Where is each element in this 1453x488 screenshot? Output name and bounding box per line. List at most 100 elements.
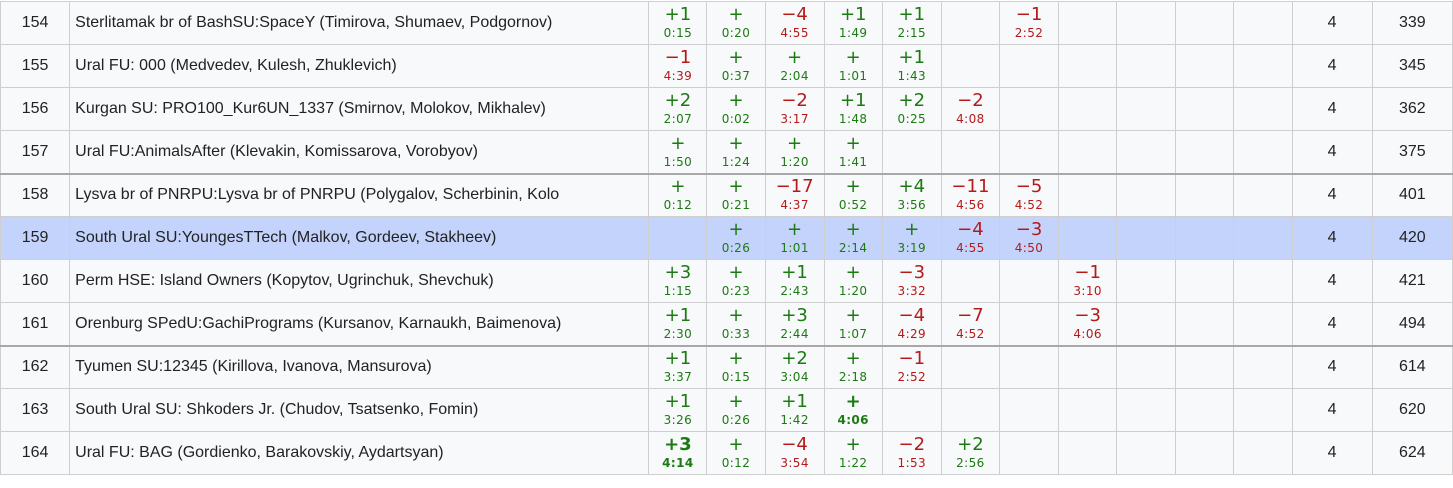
rank-cell: 160 [0, 259, 71, 303]
problem-cell [1116, 172, 1177, 217]
problem-cell: +2:18 [823, 344, 883, 389]
problem-cell: +1:01 [764, 216, 825, 260]
time-label: 1:24 [721, 154, 751, 169]
problem-cell: +1:01 [823, 44, 883, 88]
time-label: 4:55 [780, 26, 809, 40]
penalty-cell: 420 [1371, 216, 1453, 260]
problem-cell [1058, 87, 1118, 131]
attempts-label: −4 [781, 4, 808, 25]
problem-cell: −3 4:50 [998, 216, 1060, 260]
penalty-cell: 421 [1371, 259, 1453, 303]
attempts-label: +2 [898, 90, 926, 111]
attempts-label: +2 [957, 434, 984, 455]
problem-result-solved: +1 3:37 [649, 350, 706, 385]
team-name-cell: Ural FU: 000 (Medvedev, Kulesh, Zhuklevi… [69, 44, 650, 88]
rank-cell: 157 [0, 130, 71, 174]
problem-cell: +2 3:04 [764, 344, 825, 389]
problem-result-solved: +1 2:15 [883, 6, 941, 41]
problem-result-failed: −7 4:52 [942, 306, 999, 341]
problem-result-solved: +1:07 [825, 306, 882, 341]
attempts-label: + [728, 219, 744, 240]
time-label: 2:15 [897, 26, 927, 40]
team-name-cell: Perm HSE: Island Owners (Kopytov, Ugrinc… [69, 259, 650, 303]
time-label: 0:23 [721, 284, 751, 298]
problem-result-solved: +1 2:30 [649, 306, 706, 341]
problem-cell [998, 431, 1060, 475]
problem-cell: +0:26 [706, 216, 766, 260]
problem-cell: −11 4:56 [940, 172, 1000, 217]
rank-cell: 159 [0, 216, 71, 260]
attempts-label: −4 [898, 304, 926, 326]
standings-table: 154 Sterlitamak br of BashSU:SpaceY (Timi… [0, 1, 1453, 475]
problem-cell: +0:12 [648, 172, 708, 217]
rank-cell: 158 [0, 172, 71, 217]
team-name-cell: Ural FU:AnimalsAfter (Klevakin, Komissar… [69, 130, 650, 174]
problem-cell [940, 344, 1000, 389]
problem-cell [1175, 344, 1235, 389]
attempts-label: −3 [1074, 304, 1101, 326]
time-label: 1:20 [838, 284, 868, 298]
problem-cell [1233, 216, 1293, 260]
time-label: 4:14 [662, 456, 694, 470]
time-label: 0:02 [721, 112, 751, 126]
time-label: 3:26 [663, 413, 693, 427]
problem-cell: +1:22 [823, 431, 883, 475]
team-name-cell: Kurgan SU: PRO100_Kur6UN_1337 (Smirnov, … [69, 87, 650, 131]
problem-cell [1058, 216, 1118, 260]
time-label: 3:56 [897, 198, 927, 213]
problem-result-solved: +1 1:49 [825, 4, 882, 41]
rank-cell: 163 [0, 388, 71, 432]
problem-cell: +0:37 [706, 44, 766, 88]
penalty-cell: 401 [1371, 172, 1453, 217]
time-label: 0:12 [663, 198, 693, 213]
problem-result-solved: +0:33 [707, 306, 764, 341]
solved-count-cell: 4 [1291, 130, 1373, 174]
attempts-label: −2 [781, 90, 808, 111]
rank-cell: 156 [0, 87, 71, 131]
problem-cell: +0:12 [706, 431, 766, 475]
problem-cell [1233, 1, 1293, 45]
table-row: 157 Ural FU:AnimalsAfter (Klevakin, Komis… [0, 130, 1453, 174]
problem-cell [1058, 1, 1118, 45]
problem-result-solved: +1:24 [707, 134, 764, 169]
time-label: 3:32 [897, 284, 927, 298]
problem-cell [1175, 1, 1235, 45]
problem-cell: +1 1:48 [823, 87, 883, 131]
problem-result-solved: +2:14 [825, 221, 882, 256]
problem-cell [1058, 130, 1118, 174]
time-label: 2:43 [780, 284, 809, 298]
problem-cell: −17 4:37 [764, 172, 825, 217]
problem-result-solved: +4:06 [825, 393, 882, 428]
team-name-cell: South Ural SU:YoungesTTech (Malkov, Gord… [69, 216, 650, 260]
attempts-label: +1 [781, 391, 808, 412]
problem-cell: +1 2:43 [764, 259, 825, 303]
time-label: 2:04 [780, 69, 809, 83]
problem-cell: +2:14 [823, 216, 883, 260]
problem-result-solved: +0:26 [707, 391, 764, 428]
attempts-label: −1 [664, 47, 692, 68]
solved-count-cell: 4 [1291, 388, 1373, 432]
problem-result-solved: +1 3:26 [649, 393, 706, 428]
problem-cell [998, 388, 1060, 432]
time-label: 1:20 [780, 154, 809, 169]
problem-cell: −1 2:52 [881, 344, 942, 389]
attempts-label: + [670, 132, 686, 154]
attempts-label: + [728, 391, 744, 412]
problem-cell: +1:20 [764, 130, 825, 174]
attempts-label: +1 [839, 4, 867, 25]
solved-count-cell: 4 [1291, 1, 1373, 45]
problem-cell: +0:20 [706, 1, 766, 45]
time-label: 1:43 [897, 69, 927, 83]
problem-result-failed: −1 2:52 [883, 350, 941, 385]
time-label: 3:04 [780, 370, 809, 385]
attempts-label: + [728, 90, 744, 111]
problem-result-solved: +0:37 [707, 47, 764, 84]
time-label: 4:37 [780, 198, 809, 213]
problem-cell [940, 259, 1000, 303]
team-name-cell: Sterlitamak br of BashSU:SpaceY (Timirov… [69, 1, 650, 45]
problem-result-solved: +1 1:42 [766, 391, 824, 428]
problem-result-solved: +1:01 [766, 221, 824, 256]
table-row: 154 Sterlitamak br of BashSU:SpaceY (Timi… [0, 1, 1453, 45]
problem-cell: +0:23 [706, 259, 766, 303]
attempts-label: + [728, 47, 744, 68]
